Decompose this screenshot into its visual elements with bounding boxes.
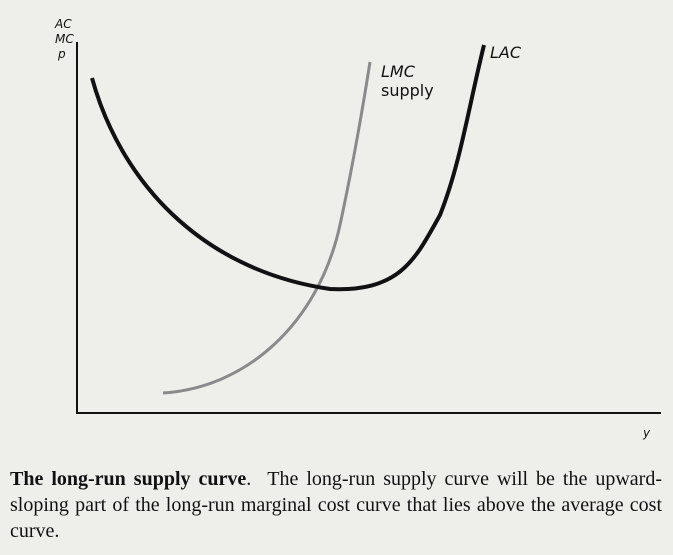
supply-label: supply: [381, 81, 434, 100]
caption-title: The long-run supply curve: [10, 468, 247, 490]
caption-title-period: .: [246, 468, 252, 490]
figure-caption: The long-run supply curve. The long-run …: [10, 466, 662, 544]
lmc-curve: [162, 61, 372, 395]
lac-curve: [90, 44, 486, 292]
lac-label: LAC: [490, 43, 522, 62]
caption-body: The long-run supply curve will be the up…: [10, 468, 663, 542]
cost-curve-diagram: AC MC p y LAC LMC supply: [54, 17, 661, 440]
y-axis-label-mc: MC: [55, 32, 74, 46]
lmc-label: LMC: [381, 62, 416, 81]
y-axis-label-ac: AC: [54, 17, 72, 31]
y-axis-label-p: p: [57, 47, 66, 61]
x-axis-label-y: y: [642, 426, 651, 440]
